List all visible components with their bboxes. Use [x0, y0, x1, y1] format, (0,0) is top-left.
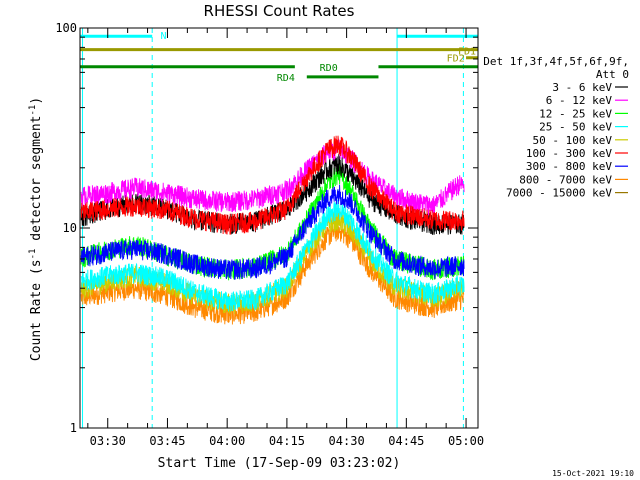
- legend-entry-label: 7000 - 15000 keV: [506, 187, 612, 200]
- legend: Det 1f,3f,4f,5f,6f,9f, Att 0 3 - 6 keV6 …: [483, 55, 629, 200]
- legend-entry-label: 100 - 300 keV: [526, 147, 612, 160]
- legend-header-2: Att 0: [596, 68, 629, 81]
- series-line: [80, 139, 465, 216]
- x-tick-label: 04:15: [269, 434, 305, 448]
- flag-label-fd2: FD2: [447, 54, 465, 65]
- legend-entry-label: 3 - 6 keV: [552, 81, 612, 94]
- series-layer: [80, 135, 465, 325]
- flag-label-fd1: FD1: [458, 47, 476, 58]
- flag-label-n: N: [160, 31, 166, 42]
- series-line: [80, 135, 465, 235]
- axes: 1 10 100 03:30 03:45 04:00 04:15 04:30 04:45 05:0…: [55, 21, 484, 448]
- x-axis-label: Start Time (17-Sep-09 03:23:02): [158, 456, 401, 471]
- flag-label-rd0: RD0: [320, 63, 338, 74]
- flag-label-rd4: RD4: [277, 73, 295, 84]
- y-tick-label: 10: [63, 221, 77, 235]
- legend-entry-label: 25 - 50 keV: [539, 121, 612, 134]
- x-tick-label: 03:30: [90, 434, 126, 448]
- legend-entry-label: 50 - 100 keV: [533, 134, 613, 147]
- x-tick-label: 05:00: [448, 434, 484, 448]
- x-tick-label: 04:00: [209, 434, 245, 448]
- chart-title: RHESSI Count Rates: [204, 2, 355, 20]
- footer-stamp: 15-Oct-2021 19:10: [552, 469, 634, 478]
- x-tick-label: 04:45: [388, 434, 424, 448]
- legend-entry-label: 300 - 800 keV: [526, 160, 612, 173]
- legend-header-1: Det 1f,3f,4f,5f,6f,9f,: [483, 55, 629, 68]
- y-axis-label: Count Rate (s-1 detector segment-1): [28, 97, 44, 361]
- legend-entry-label: 800 - 7000 keV: [519, 173, 612, 186]
- y-tick-label: 100: [55, 21, 77, 35]
- plot-area: [80, 28, 478, 428]
- y-tick-label: 1: [70, 421, 77, 435]
- legend-entry-label: 6 - 12 keV: [546, 94, 613, 107]
- series-line: [80, 199, 465, 312]
- x-tick-label: 04:30: [329, 434, 365, 448]
- series-line: [80, 184, 465, 280]
- plot-background: [80, 28, 478, 428]
- legend-entry-label: 12 - 25 keV: [539, 107, 612, 120]
- x-tick-label: 03:45: [149, 434, 185, 448]
